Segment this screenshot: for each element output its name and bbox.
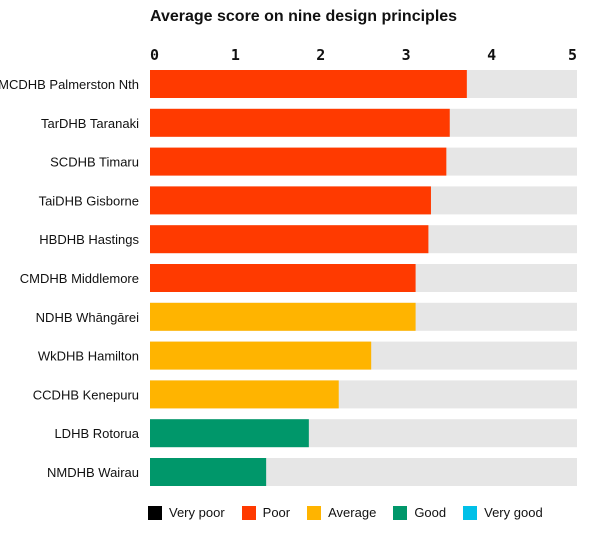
legend-label: Average [328,505,377,520]
bar [150,341,372,370]
category-label: NDHB Whāngārei [36,310,139,325]
category-label: CCDHB Kenepuru [33,387,139,402]
bar [150,147,447,176]
x-tick-label: 3 [402,46,411,64]
x-tick-label: 1 [231,46,240,64]
legend-swatch [148,505,162,520]
category-label: MCDHB Palmerston Nth [0,77,139,92]
category-label: HBDHB Hastings [39,232,139,247]
legend-label: Good [414,505,447,520]
x-tick-label: 4 [487,46,496,64]
category-label: SCDHB Timaru [50,155,139,170]
chart-title: Average score on nine design principles [150,8,458,25]
bar [150,302,416,331]
category-label: LDHB Rotorua [54,426,139,441]
legend-swatch [241,505,256,520]
legend-swatch [463,505,478,520]
legend-item: Good [393,505,446,520]
category-label: NMDHB Wairau [47,465,139,480]
bar [150,419,309,448]
category-label: CMDHB Middlemore [20,271,139,286]
legend: Very poor Poor Average Good Very good [148,505,543,520]
bar [150,186,431,215]
legend-label: Poor [262,505,291,520]
x-tick-label: 0 [150,46,159,64]
legend-label: Very poor [169,505,225,520]
bar [150,108,450,137]
bar [150,380,339,409]
legend-swatch [393,505,408,520]
category-label: WkDHB Hamilton [38,349,139,364]
legend-item: Very poor [148,505,225,520]
category-label: TarDHB Taranaki [41,116,139,131]
bar [150,70,467,98]
category-label: TaiDHB Gisborne [39,193,139,208]
legend-item: Very good [463,505,543,520]
legend-swatch [307,505,322,520]
legend-label: Very good [484,505,543,520]
x-tick-label: 2 [316,46,325,64]
bar [150,264,416,292]
bar [150,225,429,254]
legend-item: Poor [241,505,291,520]
legend-item: Average [307,505,376,520]
bar [150,458,267,486]
x-tick-label: 5 [568,46,577,64]
